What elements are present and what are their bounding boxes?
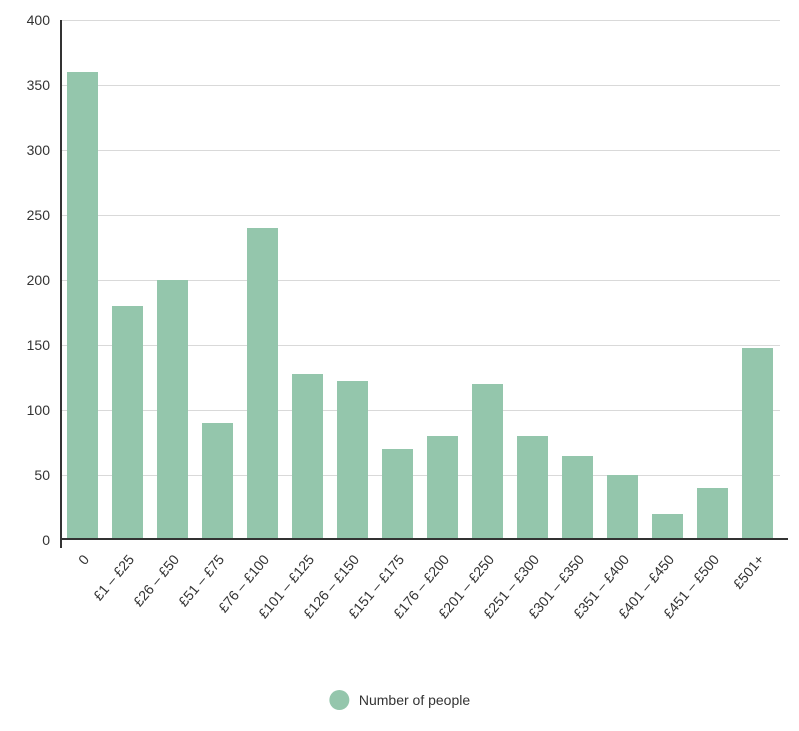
bar-slot	[420, 20, 465, 540]
bar	[247, 228, 278, 540]
y-tick-label: 200	[0, 272, 50, 288]
bar-slot	[60, 20, 105, 540]
bar	[112, 306, 143, 540]
x-tick-label: 0	[74, 551, 91, 567]
bar	[427, 436, 458, 540]
bar-slot	[735, 20, 780, 540]
y-tick-label: 0	[0, 532, 50, 548]
bar-slot	[465, 20, 510, 540]
bar-slot	[150, 20, 195, 540]
bar	[337, 381, 368, 540]
x-tick-label: £501+	[729, 551, 767, 591]
bar-slot	[105, 20, 150, 540]
bar	[157, 280, 188, 540]
x-tick-label: £1 – £25	[89, 551, 136, 603]
bar-slot	[195, 20, 240, 540]
bar	[202, 423, 233, 540]
bar	[742, 348, 773, 540]
bar-slot	[600, 20, 645, 540]
legend-label: Number of people	[359, 692, 470, 708]
bar	[517, 436, 548, 540]
bar-slot	[240, 20, 285, 540]
y-axis-line	[60, 20, 62, 548]
bar	[472, 384, 503, 540]
bar-chart: 050100150200250300350400 0£1 – £25£26 – …	[0, 0, 799, 731]
y-tick-label: 400	[0, 12, 50, 28]
bar	[652, 514, 683, 540]
bar	[67, 72, 98, 540]
bar-slot	[690, 20, 735, 540]
y-tick-label: 100	[0, 402, 50, 418]
bar-slot	[510, 20, 555, 540]
bar-slot	[645, 20, 690, 540]
y-tick-label: 300	[0, 142, 50, 158]
bar	[292, 374, 323, 540]
y-tick-label: 250	[0, 207, 50, 223]
bar-slot	[375, 20, 420, 540]
legend-swatch	[329, 690, 349, 710]
bar	[607, 475, 638, 540]
bar-slot	[555, 20, 600, 540]
bar-slot	[285, 20, 330, 540]
y-tick-label: 50	[0, 467, 50, 483]
y-tick-label: 150	[0, 337, 50, 353]
bar	[697, 488, 728, 540]
x-axis-line	[60, 538, 788, 540]
bar	[382, 449, 413, 540]
bars-group	[60, 20, 780, 540]
bar	[562, 456, 593, 541]
bar-slot	[330, 20, 375, 540]
legend: Number of people	[329, 690, 470, 710]
plot-area	[60, 20, 780, 540]
y-tick-label: 350	[0, 77, 50, 93]
